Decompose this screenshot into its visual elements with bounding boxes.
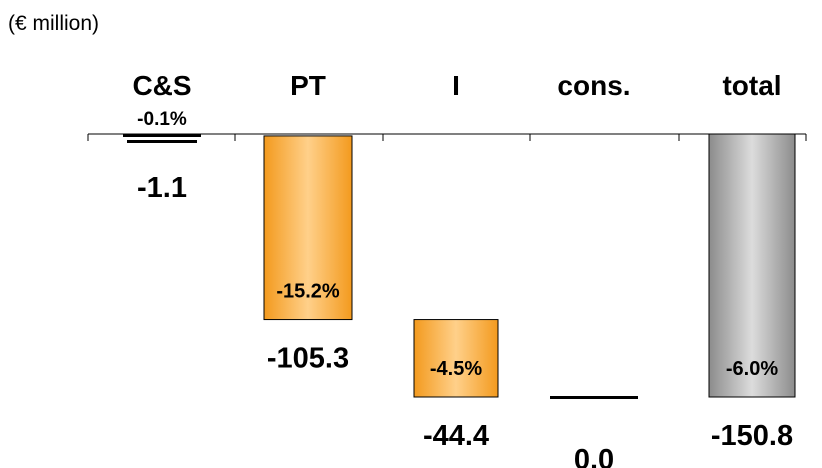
category-label: C&S [132,70,191,101]
unit-label: (€ million) [8,12,100,35]
bar [263,135,353,321]
percent-label: -15.2% [276,281,340,303]
value-label: -150.8 [711,420,793,452]
category-label: total [722,70,781,101]
bar [413,319,499,398]
percent-label: -6.0% [726,358,778,380]
category-label: cons. [557,70,630,101]
percent-label: -0.1% [137,109,187,130]
bar [550,396,638,399]
bar-shadow [127,140,197,143]
value-label: -1.1 [137,172,187,204]
total-bar [708,133,796,398]
value-label: -105.3 [267,343,349,375]
value-label: -44.4 [423,420,489,452]
category-label: PT [290,70,326,101]
category-label: I [452,70,460,101]
percent-label: -4.5% [430,358,482,380]
bar [123,134,201,137]
value-label: 0.0 [574,444,614,468]
